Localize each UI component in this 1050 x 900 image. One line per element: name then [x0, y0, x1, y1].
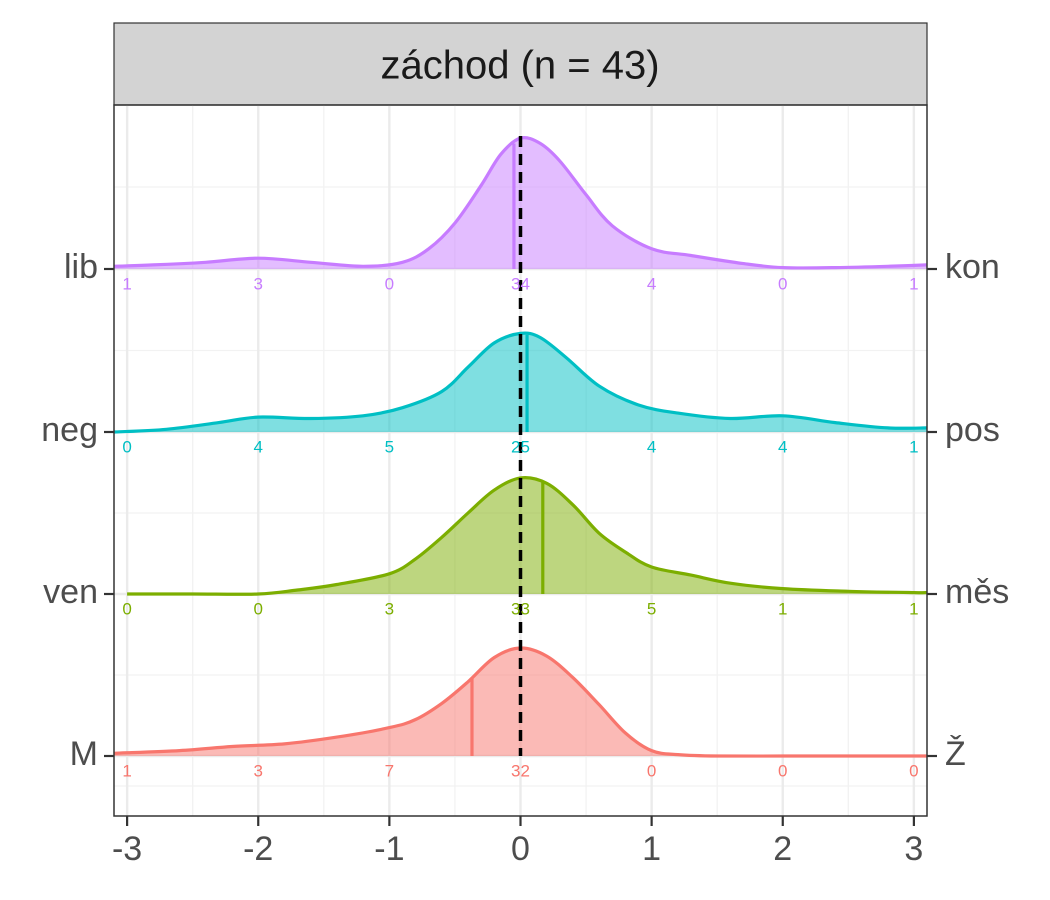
y-label-right: Ž	[945, 735, 966, 773]
ridge-neg-pos	[113, 331, 928, 434]
y-label-left: ven	[43, 573, 98, 611]
density-area	[127, 477, 928, 595]
count-label: 1	[778, 599, 787, 618]
y-axis-left: lib neg ven M	[41, 248, 114, 773]
y-axis-right: kon pos měs Ž	[927, 248, 1009, 773]
count-label: 1	[909, 274, 918, 293]
count-label: 0	[254, 599, 263, 618]
count-label: 1	[909, 437, 918, 456]
x-tick-label: 0	[511, 830, 530, 868]
y-label-right: pos	[945, 411, 1000, 449]
count-label: 1	[122, 274, 131, 293]
count-label: 7	[385, 761, 394, 780]
count-label: 5	[385, 437, 394, 456]
count-label: 3	[254, 274, 263, 293]
count-label: 0	[778, 274, 787, 293]
density-area	[114, 333, 927, 432]
count-label: 1	[909, 599, 918, 618]
count-label: 0	[122, 599, 131, 618]
x-tick-label: -3	[112, 830, 142, 868]
count-label: 5	[647, 599, 656, 618]
density-area	[114, 137, 927, 269]
count-label: 3	[385, 599, 394, 618]
facet-strip	[113, 22, 928, 106]
count-labels: 1 3 0 34 4 0 10 4 5 25 4 4 10 0 3 33 5 1 11 3 7 32 0 0 0	[122, 274, 918, 780]
count-label: 34	[511, 274, 530, 293]
count-label: 4	[778, 437, 787, 456]
x-tick-label: 2	[773, 830, 792, 868]
count-label: 0	[909, 761, 918, 780]
x-tick-label: -1	[374, 830, 404, 868]
count-label: 32	[511, 761, 530, 780]
ridge-ven-měs	[127, 476, 928, 596]
x-tick-label: 3	[904, 830, 923, 868]
y-label-right: kon	[945, 248, 1000, 286]
count-label: 0	[122, 437, 131, 456]
y-label-left: M	[70, 735, 98, 773]
count-label: 25	[511, 437, 530, 456]
count-label: 4	[254, 437, 263, 456]
y-label-right: měs	[945, 573, 1009, 611]
count-label: 0	[385, 274, 394, 293]
facet-strip-title: záchod (n = 43)	[380, 44, 659, 88]
x-axis: -3 -2 -1 0 1 2 3	[112, 816, 923, 868]
density-curve	[113, 331, 928, 434]
count-label: 33	[511, 599, 530, 618]
count-label: 0	[647, 761, 656, 780]
count-label: 4	[647, 437, 656, 456]
count-label: 3	[254, 761, 263, 780]
count-label: 0	[778, 761, 787, 780]
count-label: 1	[122, 761, 131, 780]
x-tick-label: -2	[243, 830, 273, 868]
y-label-left: neg	[41, 411, 98, 449]
y-label-left: lib	[64, 248, 98, 286]
count-label: 4	[647, 274, 656, 293]
x-tick-label: 1	[642, 830, 661, 868]
density-curve	[127, 476, 928, 596]
